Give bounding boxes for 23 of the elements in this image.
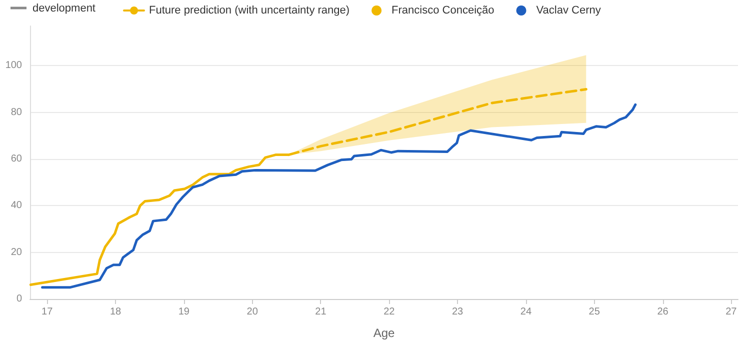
- line-series: [41, 103, 637, 289]
- x-tick-label: 25: [588, 306, 600, 318]
- x-tick-label: 20: [246, 306, 258, 318]
- x-tick-label: 22: [384, 306, 396, 318]
- x-tick-label: 27: [726, 306, 738, 318]
- x-tick-label: 23: [452, 306, 464, 318]
- y-tick-label: 100: [5, 60, 22, 72]
- y-tick-label: 60: [10, 154, 22, 164]
- y-tick-label: 20: [10, 246, 22, 258]
- y-tick-label: 80: [10, 106, 22, 118]
- legend-label: Vaclav Cerny: [536, 4, 602, 16]
- x-axis-title: Age: [373, 326, 395, 340]
- y-tick-label: 0: [16, 294, 22, 304]
- x-tick-label: 24: [520, 306, 532, 318]
- legend-label: Francisco Conceição: [392, 4, 494, 16]
- x-tick-label: 19: [178, 306, 190, 318]
- x-tick-label: 21: [315, 306, 327, 318]
- x-tick-label: 17: [42, 306, 54, 318]
- text: development: [32, 2, 96, 14]
- y-tick-label: 40: [10, 200, 22, 212]
- x-tick-label: 18: [110, 306, 122, 318]
- x-tick-label: 26: [657, 306, 669, 318]
- legend-label: Future prediction (with uncertainty range): [149, 4, 350, 16]
